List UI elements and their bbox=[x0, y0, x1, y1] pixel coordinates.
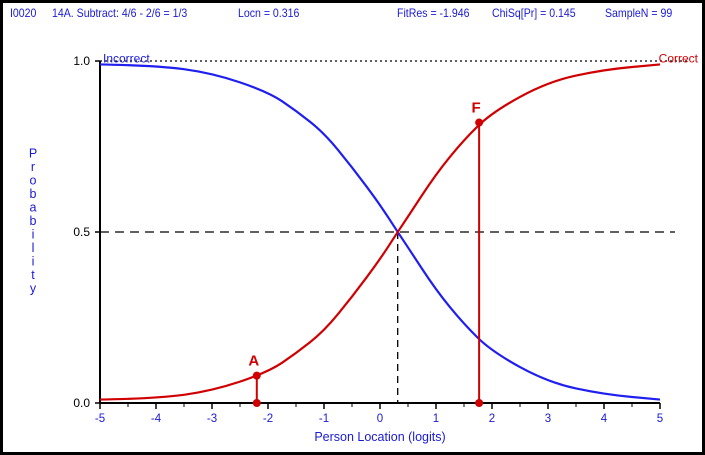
y-axis-label-char: b bbox=[30, 187, 37, 201]
x-tick-label: -1 bbox=[319, 413, 329, 425]
series-label-incorrect: Incorrect bbox=[103, 51, 150, 65]
x-tick-label: 1 bbox=[433, 413, 439, 425]
x-tick-label: -3 bbox=[207, 413, 217, 425]
x-tick-label: -5 bbox=[95, 413, 105, 425]
y-axis-label-char: t bbox=[31, 268, 35, 282]
y-axis-label-char: y bbox=[30, 282, 37, 296]
series-label-correct: Correct bbox=[659, 51, 699, 65]
marker-label-a: A bbox=[248, 353, 259, 370]
y-tick-label: 0.5 bbox=[73, 225, 90, 239]
x-tick-label: 0 bbox=[377, 413, 383, 425]
y-tick-label: 0.0 bbox=[73, 396, 90, 410]
chisq-stat: ChiSq[Pr] = 0.145 bbox=[492, 6, 576, 20]
x-tick-label: -2 bbox=[263, 413, 273, 425]
y-axis-label-char: i bbox=[32, 255, 35, 269]
x-tick-label: 5 bbox=[657, 413, 663, 425]
y-axis-label-char: P bbox=[29, 147, 37, 161]
y-axis-label-char: o bbox=[30, 174, 37, 188]
x-tick-label: 4 bbox=[601, 413, 608, 425]
y-axis-label-char: a bbox=[30, 201, 37, 215]
series-line-incorrect bbox=[99, 63, 661, 401]
y-axis-label-char: b bbox=[30, 214, 37, 228]
x-tick-label: 3 bbox=[545, 413, 551, 425]
item-title: 14A. Subtract: 4/6 - 2/6 = 1/3 bbox=[52, 6, 188, 20]
samplen-stat: SampleN = 99 bbox=[605, 6, 673, 20]
series-line-correct bbox=[99, 63, 661, 401]
marker-base-a bbox=[252, 399, 261, 407]
marker-base-f bbox=[475, 399, 484, 407]
x-tick-label: 2 bbox=[489, 413, 495, 425]
marker-label-f: F bbox=[472, 100, 481, 117]
location-stat: Locn = 0.316 bbox=[238, 6, 300, 20]
y-axis-label-char: r bbox=[31, 160, 35, 174]
item-id: I0020 bbox=[10, 6, 37, 20]
marker-point-a bbox=[252, 371, 261, 380]
x-axis-label: Person Location (logits) bbox=[314, 430, 445, 444]
y-tick-label: 1.0 bbox=[73, 54, 90, 68]
marker-point-f bbox=[475, 118, 484, 127]
y-axis-label-char: l bbox=[32, 241, 35, 255]
y-axis-label-char: i bbox=[32, 228, 35, 242]
x-tick-label: -4 bbox=[151, 413, 162, 425]
fitres-stat: FitRes = -1.946 bbox=[397, 6, 470, 20]
